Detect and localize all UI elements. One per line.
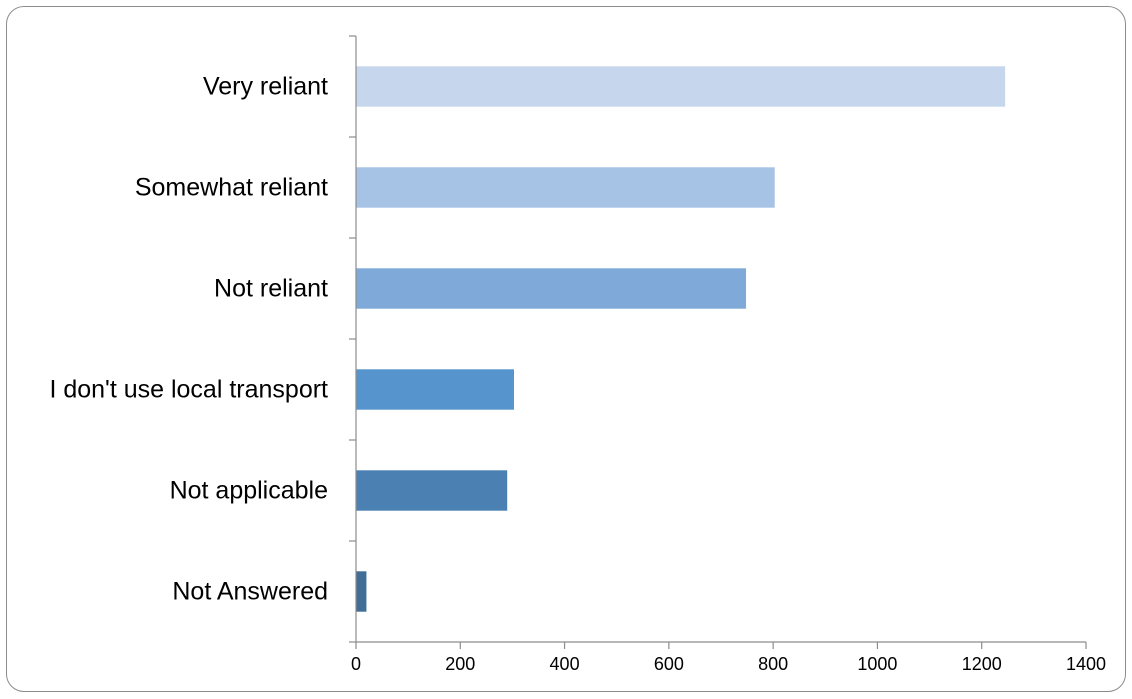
x-tick-label-400: 400 <box>550 654 580 674</box>
bar-very-reliant <box>356 66 1006 107</box>
x-tick-label-200: 200 <box>445 654 475 674</box>
axes-group <box>349 35 1087 649</box>
bar-not-answered <box>356 571 367 612</box>
category-labels-group: Very reliant Somewhat reliant Not reliant I… <box>49 73 328 606</box>
bar-not-reliant <box>356 268 747 309</box>
x-tick-label-1400: 1400 <box>1066 654 1106 674</box>
tick-labels-group: 0 200 400 600 800 1000 1200 1400 <box>351 654 1106 674</box>
category-label-not-reliant: Not reliant <box>214 275 328 303</box>
bar-somewhat-reliant <box>356 167 775 208</box>
x-tick-label-0: 0 <box>351 654 361 674</box>
category-label-not-answered: Not Answered <box>172 578 328 606</box>
x-tick-label-1200: 1200 <box>962 654 1002 674</box>
bars-group <box>356 66 1006 612</box>
bar-i-don-t-use-local-transport <box>356 369 514 410</box>
category-label-not-applicable: Not applicable <box>170 477 328 505</box>
x-tick-label-600: 600 <box>654 654 684 674</box>
x-tick-label-800: 800 <box>758 654 788 674</box>
x-tick-label-1000: 1000 <box>857 654 897 674</box>
category-label-somewhat-reliant: Somewhat reliant <box>135 174 328 202</box>
category-label-very-reliant: Very reliant <box>203 73 328 101</box>
category-label-i-don-t-use-local-transport: I don't use local transport <box>49 376 328 404</box>
chart-frame <box>6 6 1126 692</box>
bar-not-applicable <box>356 470 508 511</box>
